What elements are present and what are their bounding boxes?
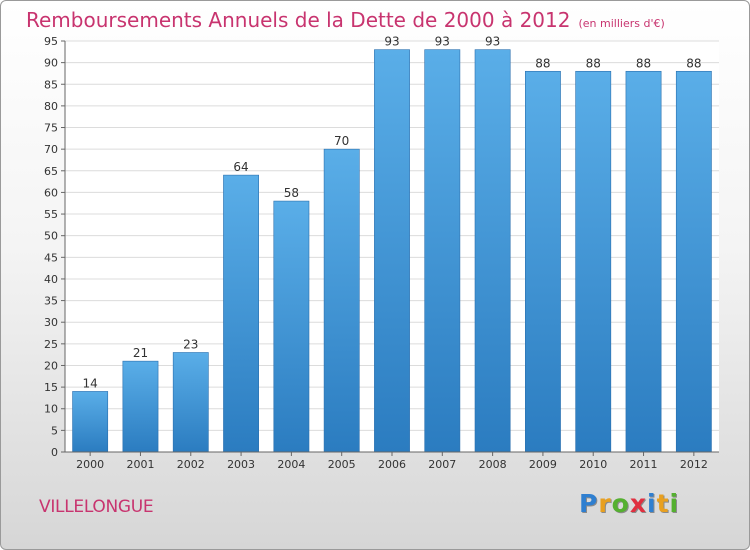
commune-name: VILLELONGUE bbox=[39, 497, 154, 517]
y-tick-label: 60 bbox=[44, 186, 58, 199]
y-tick-label: 35 bbox=[44, 295, 58, 308]
chart-title-text: Remboursements Annuels de la Dette de 20… bbox=[26, 8, 571, 32]
bar-2008 bbox=[474, 49, 511, 453]
y-tick-label: 10 bbox=[44, 403, 58, 416]
bar-2009 bbox=[525, 70, 561, 453]
bar-2003 bbox=[223, 174, 259, 453]
x-tick-label-2002: 2002 bbox=[177, 458, 205, 471]
bar-2004 bbox=[273, 200, 310, 453]
data-label-2005: 70 bbox=[334, 134, 349, 148]
data-label-2003: 64 bbox=[233, 160, 248, 174]
y-tick-label: 90 bbox=[44, 57, 58, 70]
logo-letter: r bbox=[598, 489, 612, 518]
chart-title: Remboursements Annuels de la Dette de 20… bbox=[26, 8, 665, 32]
y-tick-label: 75 bbox=[44, 122, 58, 135]
y-tick-label: 15 bbox=[44, 381, 58, 394]
data-label-2001: 21 bbox=[133, 346, 148, 360]
y-tick-label: 30 bbox=[44, 316, 58, 329]
y-tick-label: 55 bbox=[44, 208, 58, 221]
axes: 0 5 10 15 20 25 30 35 40 45 50 55 60 65 70 75 80 85 90 95 20… bbox=[44, 35, 719, 471]
logo-letter: x bbox=[629, 489, 647, 518]
x-tick-label-2012: 2012 bbox=[680, 458, 708, 471]
y-tick-label: 45 bbox=[44, 251, 58, 264]
data-label-2010: 88 bbox=[586, 56, 601, 70]
x-tick-label-2000: 2000 bbox=[76, 458, 104, 471]
x-tick-label-2010: 2010 bbox=[579, 458, 607, 471]
x-tick-label-2011: 2011 bbox=[630, 458, 658, 471]
x-tick-label-2004: 2004 bbox=[277, 458, 305, 471]
y-tick-label: 25 bbox=[44, 338, 58, 351]
x-tick-label-2003: 2003 bbox=[227, 458, 255, 471]
x-tick-label-2001: 2001 bbox=[126, 458, 154, 471]
bar-2005 bbox=[323, 148, 360, 453]
data-label-2002: 23 bbox=[183, 337, 198, 351]
y-tick-label: 80 bbox=[44, 100, 58, 113]
x-tick-label-2008: 2008 bbox=[479, 458, 507, 471]
logo-letter: i bbox=[669, 489, 680, 518]
logo-letter: o bbox=[611, 489, 630, 518]
logo-letter: t bbox=[656, 489, 670, 518]
bars bbox=[72, 49, 712, 453]
bar-2007 bbox=[424, 49, 461, 453]
x-tick-label-2006: 2006 bbox=[378, 458, 406, 471]
data-label-2009: 88 bbox=[535, 56, 550, 70]
data-label-2011: 88 bbox=[636, 56, 651, 70]
chart-subtitle: (en milliers d'€) bbox=[578, 17, 665, 30]
y-tick-label: 40 bbox=[44, 273, 58, 286]
x-tick-label-2009: 2009 bbox=[529, 458, 557, 471]
data-label-2007: 93 bbox=[435, 35, 450, 49]
y-tick-label: 95 bbox=[44, 35, 58, 48]
y-tick-label: 65 bbox=[44, 165, 58, 178]
bar-2012 bbox=[675, 70, 712, 453]
logo-letter: P bbox=[579, 489, 599, 518]
data-label-2004: 58 bbox=[284, 186, 299, 200]
x-tick-label-2007: 2007 bbox=[428, 458, 456, 471]
data-labels: 14 21 23 64 58 70 93 93 93 88 88 88 88 bbox=[83, 35, 702, 391]
bar-2010 bbox=[575, 70, 612, 453]
logo-letter: i bbox=[647, 489, 657, 518]
bar-2011 bbox=[625, 70, 662, 453]
proxiti-logo: Proxiti bbox=[579, 489, 679, 518]
bar-2001 bbox=[122, 360, 159, 453]
data-label-2012: 88 bbox=[686, 56, 701, 70]
y-tick-label: 70 bbox=[44, 143, 58, 156]
bar-2002 bbox=[172, 352, 209, 453]
y-tick-label: 85 bbox=[44, 78, 58, 91]
y-tick-label: 5 bbox=[51, 424, 58, 437]
bar-2000 bbox=[72, 391, 109, 453]
data-label-2006: 93 bbox=[384, 35, 399, 49]
y-tick-label: 20 bbox=[44, 359, 58, 372]
bar-2006 bbox=[374, 49, 410, 453]
y-tick-label: 0 bbox=[51, 446, 58, 459]
x-tick-label-2005: 2005 bbox=[328, 458, 356, 471]
data-label-2008: 93 bbox=[485, 35, 500, 49]
y-tick-label: 50 bbox=[44, 230, 58, 243]
data-label-2000: 14 bbox=[83, 376, 98, 390]
